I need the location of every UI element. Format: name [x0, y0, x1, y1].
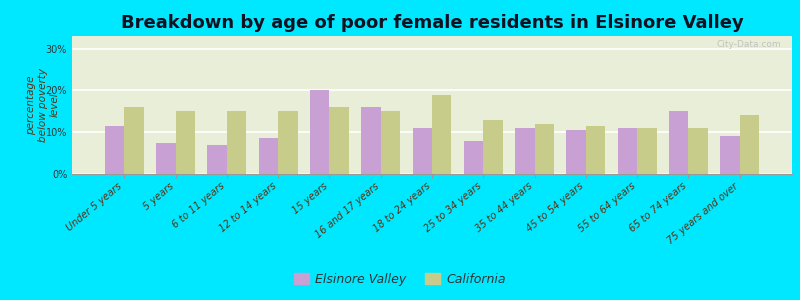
Legend: Elsinore Valley, California: Elsinore Valley, California	[289, 268, 511, 291]
Bar	[105, 126, 124, 174]
Bar	[310, 90, 330, 174]
Bar	[669, 111, 689, 174]
Bar	[413, 128, 432, 174]
Bar	[362, 107, 381, 174]
Bar	[720, 136, 740, 174]
Text: City-Data.com: City-Data.com	[717, 40, 781, 49]
Bar	[330, 107, 349, 174]
Bar	[740, 116, 759, 174]
Bar	[534, 124, 554, 174]
Bar	[381, 111, 400, 174]
Bar	[432, 94, 451, 174]
Bar	[207, 145, 227, 174]
Bar	[227, 111, 246, 174]
Title: Breakdown by age of poor female residents in Elsinore Valley: Breakdown by age of poor female resident…	[121, 14, 743, 32]
Bar	[618, 128, 637, 174]
Bar	[689, 128, 708, 174]
Bar	[566, 130, 586, 174]
Bar	[175, 111, 195, 174]
Bar	[483, 120, 502, 174]
Bar	[124, 107, 144, 174]
Bar	[586, 126, 606, 174]
Bar	[278, 111, 298, 174]
Bar	[156, 142, 175, 174]
Bar	[258, 139, 278, 174]
Bar	[637, 128, 657, 174]
Bar	[464, 140, 483, 174]
Bar	[515, 128, 534, 174]
Y-axis label: percentage
below poverty
level: percentage below poverty level	[26, 68, 59, 142]
